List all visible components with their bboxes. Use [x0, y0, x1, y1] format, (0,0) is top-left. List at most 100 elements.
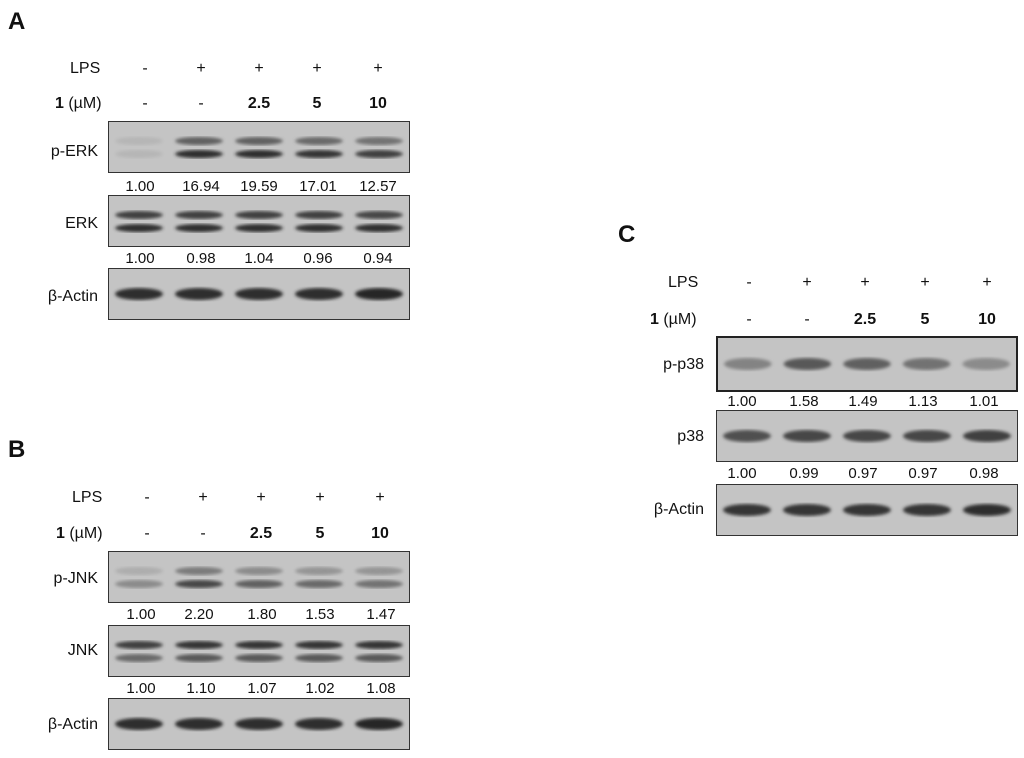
membrane-background [109, 626, 409, 676]
panel-letter: B [8, 436, 26, 463]
dose-value: - [198, 95, 204, 112]
protein-band [295, 654, 343, 662]
blot-svg [109, 269, 409, 319]
quant-value: 0.98 [969, 465, 999, 482]
lps-value: + [254, 60, 264, 77]
quant-row: 1.00 16.94 19.59 17.01 12.57 [0, 178, 420, 198]
quant-value: 1.47 [366, 606, 396, 623]
blot-image [108, 551, 410, 603]
lps-row: LPS - + + + + [0, 60, 420, 82]
blot-label: p-p38 [663, 356, 704, 373]
quant-value: 0.94 [363, 250, 393, 267]
dose-value: 2.5 [853, 311, 877, 328]
lps-value: - [142, 60, 148, 77]
protein-band [115, 567, 163, 575]
dose-value: - [200, 525, 206, 542]
quant-value: 1.00 [126, 680, 156, 697]
blot-label: p-JNK [53, 570, 98, 587]
blot-svg [109, 552, 409, 602]
blot-label: p38 [677, 428, 704, 445]
protein-band [963, 504, 1011, 516]
protein-band [723, 504, 771, 516]
blot-svg [717, 411, 1017, 461]
protein-band [295, 580, 343, 588]
protein-band [175, 137, 223, 145]
protein-band [175, 567, 223, 575]
quant-value: 0.99 [789, 465, 819, 482]
panel-letter: C [618, 221, 636, 248]
blot-label: β-Actin [47, 288, 98, 305]
protein-band [235, 718, 283, 730]
protein-band [115, 224, 163, 232]
quant-value: 0.98 [186, 250, 216, 267]
dose-value: 10 [369, 95, 387, 112]
blot-svg [718, 338, 1016, 390]
lps-value: + [312, 60, 322, 77]
protein-band [295, 137, 343, 145]
lps-label: LPS [668, 274, 699, 291]
protein-band [843, 430, 891, 442]
protein-band [783, 430, 831, 442]
quant-value: 0.96 [303, 250, 333, 267]
quant-value: 1.01 [969, 393, 999, 410]
dose-label: 1 (µM) [56, 525, 103, 542]
quant-value: 1.00 [125, 250, 155, 267]
protein-band [355, 654, 403, 662]
quant-value: 12.57 [359, 178, 397, 195]
lps-label: LPS [72, 489, 103, 506]
quant-value: 1.58 [789, 393, 819, 410]
protein-band [783, 504, 831, 516]
protein-band [295, 567, 343, 575]
lps-label: LPS [70, 60, 101, 77]
protein-band [235, 567, 283, 575]
lps-value: + [198, 489, 208, 506]
lps-value: + [256, 489, 266, 506]
lps-value: + [373, 60, 383, 77]
blot-svg [109, 196, 409, 246]
blot-image [108, 698, 410, 750]
protein-band [175, 641, 223, 649]
protein-band [115, 654, 163, 662]
protein-band [295, 641, 343, 649]
quant-value: 19.59 [240, 178, 278, 195]
lps-row: LPS - + + + + [0, 489, 420, 511]
blot-label: p-ERK [50, 143, 98, 160]
dose-value: - [142, 95, 148, 112]
lps-value: - [144, 489, 150, 506]
dose-value: 10 [978, 311, 996, 328]
dose-value: 2.5 [247, 95, 271, 112]
protein-band [235, 137, 283, 145]
blot-svg [717, 485, 1017, 535]
protein-band [903, 430, 951, 442]
dose-label: 1 (µM) [55, 95, 102, 112]
quant-value: 1.53 [305, 606, 335, 623]
quant-row: 1.00 0.98 1.04 0.96 0.94 [0, 250, 420, 270]
blot-label: ERK [65, 215, 98, 232]
protein-band [962, 358, 1011, 370]
protein-band [235, 150, 283, 158]
protein-band [355, 718, 403, 730]
protein-band [355, 211, 403, 219]
blot-label: β-Actin [653, 501, 704, 518]
quant-row: 1.00 0.99 0.97 0.97 0.98 [600, 465, 1024, 485]
protein-band [175, 224, 223, 232]
dose-value: - [804, 311, 810, 328]
quant-value: 1.00 [727, 393, 757, 410]
protein-band [295, 224, 343, 232]
protein-band [355, 288, 403, 300]
protein-band [355, 137, 403, 145]
membrane-background [109, 122, 409, 172]
quant-value: 0.97 [848, 465, 878, 482]
quant-value: 1.00 [125, 178, 155, 195]
dose-value: 10 [371, 525, 389, 542]
quant-value: 1.02 [305, 680, 335, 697]
protein-band [843, 358, 891, 370]
quant-value: 1.80 [247, 606, 277, 623]
panel-letter: A [8, 8, 26, 35]
protein-band [963, 430, 1011, 442]
protein-band [295, 718, 343, 730]
blot-label: β-Actin [47, 716, 98, 733]
protein-band [235, 288, 283, 300]
protein-band [783, 358, 832, 370]
dose-row: 1 (µM) - - 2.5 5 10 [600, 311, 1020, 333]
